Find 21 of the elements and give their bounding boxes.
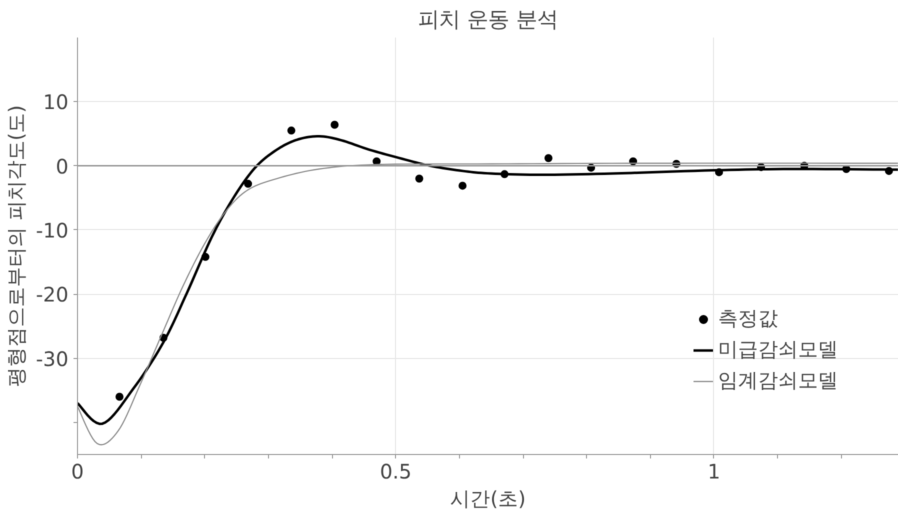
y-tick-label: 0	[56, 154, 69, 178]
y-axis-title: 평형점으로부터의 피치각도(도)	[4, 105, 28, 387]
chart-title: 피치 운동 분석	[418, 8, 558, 32]
point	[116, 392, 124, 401]
point	[330, 120, 339, 129]
point	[287, 126, 296, 135]
x-axis-title: 시간(초)	[450, 486, 526, 510]
x-tick-label: 1	[708, 460, 720, 484]
y-tick-label: -20	[36, 282, 69, 307]
point	[544, 154, 552, 162]
x-tick-label: 0.5	[380, 460, 412, 484]
y-tick-label: 10	[43, 90, 69, 114]
legend-label: 미급감쇠모델	[718, 336, 838, 363]
legend-label: 측정값	[718, 305, 778, 332]
y-tick-label: -10	[36, 218, 69, 242]
point	[458, 182, 467, 190]
x-tick-label: 0	[71, 460, 84, 484]
y-tick-label: -30	[36, 346, 69, 371]
point	[244, 180, 252, 188]
legend-label: 임계감쇠모델	[718, 367, 838, 394]
point	[415, 174, 424, 183]
